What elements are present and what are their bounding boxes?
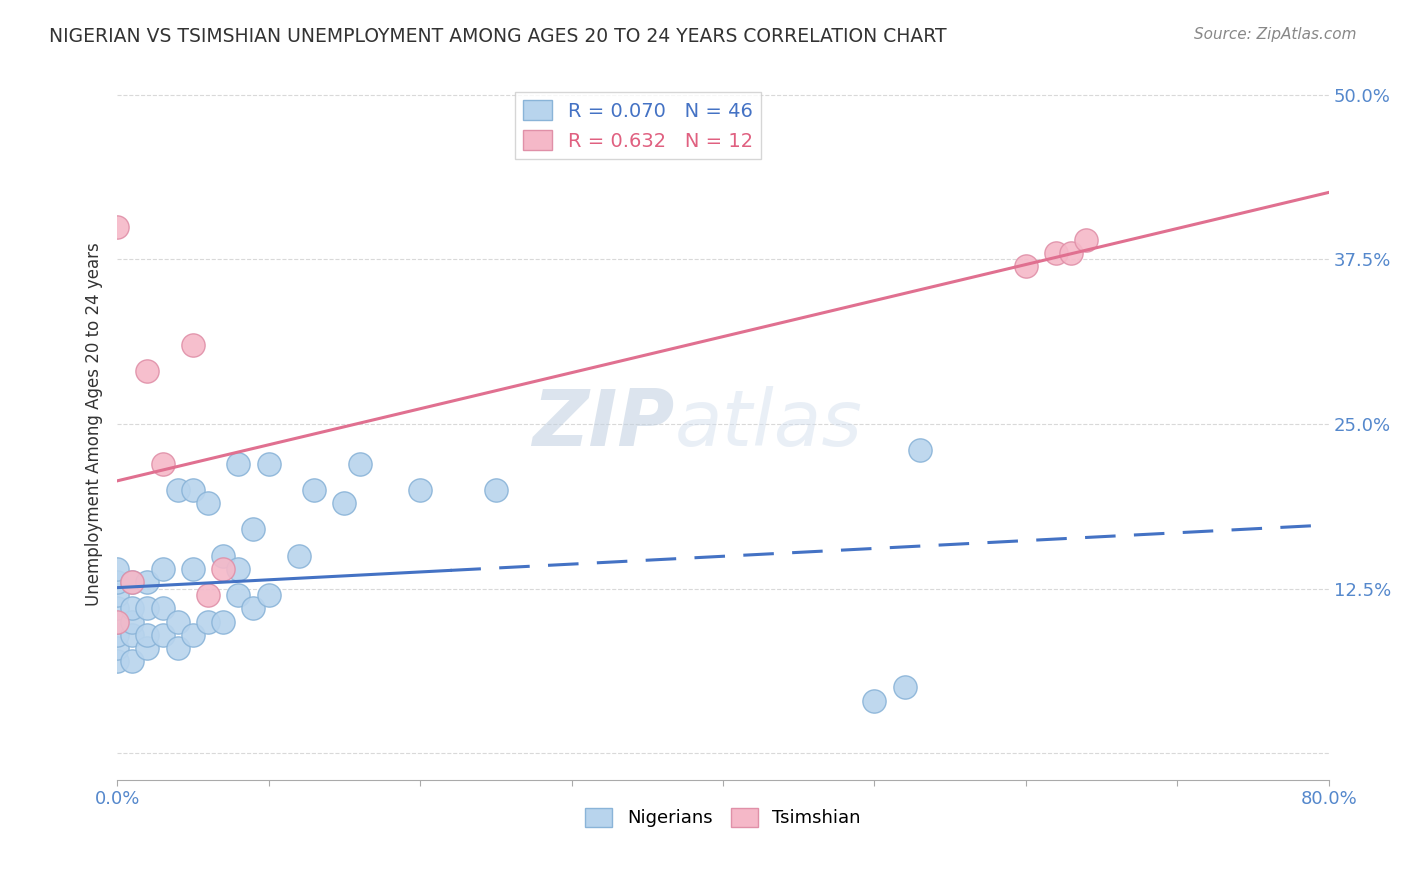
Point [136, 628, 159, 642]
Point [121, 601, 143, 615]
Point [121, 615, 143, 629]
Point [863, 693, 886, 707]
Point [105, 588, 128, 602]
Point [105, 575, 128, 590]
Point [228, 562, 250, 576]
Point [349, 457, 371, 471]
Point [136, 640, 159, 655]
Point [242, 601, 264, 615]
Point [242, 523, 264, 537]
Point [105, 562, 128, 576]
Point [136, 601, 159, 615]
Point [181, 562, 204, 576]
Point [228, 457, 250, 471]
Point [1015, 259, 1038, 273]
Point [121, 575, 143, 590]
Point [409, 483, 432, 497]
Point [197, 588, 219, 602]
Point [212, 615, 235, 629]
Point [908, 443, 931, 458]
Point [485, 483, 508, 497]
Point [197, 496, 219, 510]
Point [212, 549, 235, 563]
Legend: Nigerians, Tsimshian: Nigerians, Tsimshian [578, 801, 868, 835]
Point [181, 628, 204, 642]
Point [121, 628, 143, 642]
Point [1045, 245, 1067, 260]
Point [257, 457, 280, 471]
Text: Source: ZipAtlas.com: Source: ZipAtlas.com [1194, 27, 1357, 42]
Point [105, 628, 128, 642]
Point [302, 483, 325, 497]
Point [152, 562, 174, 576]
Point [105, 219, 128, 234]
Point [333, 496, 356, 510]
Point [257, 588, 280, 602]
Point [105, 601, 128, 615]
Text: NIGERIAN VS TSIMSHIAN UNEMPLOYMENT AMONG AGES 20 TO 24 YEARS CORRELATION CHART: NIGERIAN VS TSIMSHIAN UNEMPLOYMENT AMONG… [49, 27, 946, 45]
Point [166, 640, 188, 655]
Point [105, 640, 128, 655]
Point [228, 588, 250, 602]
Point [121, 654, 143, 668]
Point [166, 483, 188, 497]
Point [136, 364, 159, 378]
Point [166, 615, 188, 629]
Y-axis label: Unemployment Among Ages 20 to 24 years: Unemployment Among Ages 20 to 24 years [86, 243, 103, 606]
Point [121, 575, 143, 590]
Point [212, 562, 235, 576]
Point [181, 483, 204, 497]
Text: atlas: atlas [675, 386, 862, 462]
Point [893, 681, 915, 695]
Point [1076, 233, 1098, 247]
Point [105, 615, 128, 629]
Point [105, 654, 128, 668]
Point [152, 628, 174, 642]
Point [152, 457, 174, 471]
Point [288, 549, 311, 563]
Point [136, 575, 159, 590]
Point [1060, 245, 1083, 260]
Text: ZIP: ZIP [533, 386, 675, 462]
Point [181, 338, 204, 352]
Point [152, 601, 174, 615]
Point [197, 615, 219, 629]
Point [105, 615, 128, 629]
